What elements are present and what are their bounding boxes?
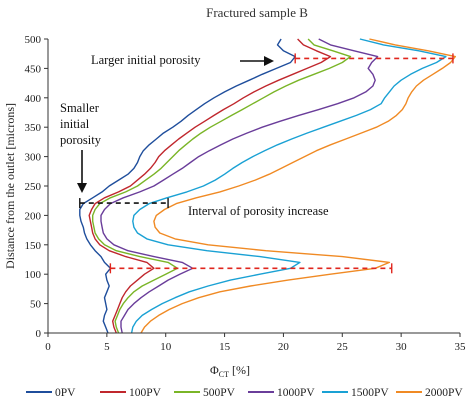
x-tick-label: 5 bbox=[104, 341, 110, 353]
x-axis-title-symbol: Φ bbox=[210, 363, 219, 377]
legend-label-2000pv: 2000PV bbox=[425, 387, 463, 399]
annotation-arrow-smaller bbox=[77, 150, 87, 193]
y-tick-label: 400 bbox=[25, 93, 42, 105]
x-tick-label: 20 bbox=[278, 341, 290, 353]
x-tick-label: 15 bbox=[219, 341, 231, 353]
y-tick-label: 200 bbox=[25, 210, 42, 222]
y-tick-label: 0 bbox=[36, 328, 42, 340]
y-tick-label: 250 bbox=[25, 181, 42, 193]
y-axis-title: Distance from the outlet [microns] bbox=[3, 103, 17, 269]
annotation-smaller-line-1: Smaller bbox=[60, 101, 100, 115]
legend-label-0pv: 0PV bbox=[55, 387, 76, 399]
series-line-100pv bbox=[88, 38, 332, 334]
annotation-smaller-line-3: porosity bbox=[60, 133, 102, 147]
x-axis: 0 5 10 15 20 25 30 35 bbox=[45, 332, 467, 353]
y-tick-label: 500 bbox=[25, 34, 42, 46]
y-tick-label: 50 bbox=[30, 299, 42, 311]
series-line-1500pv bbox=[130, 38, 447, 334]
series-line-2000pv bbox=[140, 38, 456, 334]
x-tick-label: 30 bbox=[396, 341, 408, 353]
y-tick-label: 300 bbox=[25, 152, 42, 164]
x-axis-title: ΦCT [%] bbox=[210, 363, 250, 379]
x-tick-label: 0 bbox=[45, 341, 51, 353]
series-line-500pv bbox=[91, 38, 352, 334]
x-tick-label: 10 bbox=[160, 341, 172, 353]
y-tick-label: 350 bbox=[25, 122, 42, 134]
x-tick-label: 35 bbox=[455, 341, 467, 353]
legend-label-1000pv: 1000PV bbox=[277, 387, 315, 399]
annotation-interval-of-porosity-increase: Interval of porosity increase bbox=[188, 204, 329, 218]
x-axis-title-subscript: CT bbox=[219, 370, 229, 379]
plot-area bbox=[79, 38, 456, 334]
annotation-arrow-larger bbox=[240, 56, 274, 66]
x-axis-title-unit: [%] bbox=[229, 363, 250, 377]
legend-label-500pv: 500PV bbox=[203, 387, 236, 399]
legend: 0PV 100PV 500PV 1000PV 1500PV 2000PV bbox=[26, 387, 463, 399]
legend-label-100pv: 100PV bbox=[129, 387, 162, 399]
y-tick-label: 150 bbox=[25, 240, 42, 252]
x-tick-label: 25 bbox=[337, 341, 349, 353]
y-tick-label: 100 bbox=[25, 269, 42, 281]
annotation-larger-initial-porosity: Larger initial porosity bbox=[91, 53, 201, 67]
legend-label-1500pv: 1500PV bbox=[351, 387, 389, 399]
y-tick-label: 450 bbox=[25, 63, 42, 75]
y-axis: 0 50 100 150 200 250 300 350 400 450 500 bbox=[25, 34, 49, 340]
chart-title: Fractured sample B bbox=[206, 5, 308, 20]
series-line-1000pv bbox=[100, 38, 379, 334]
annotation-smaller-line-2: initial bbox=[60, 117, 90, 131]
guide-lines bbox=[79, 53, 454, 274]
series-line-0pv bbox=[79, 38, 296, 334]
